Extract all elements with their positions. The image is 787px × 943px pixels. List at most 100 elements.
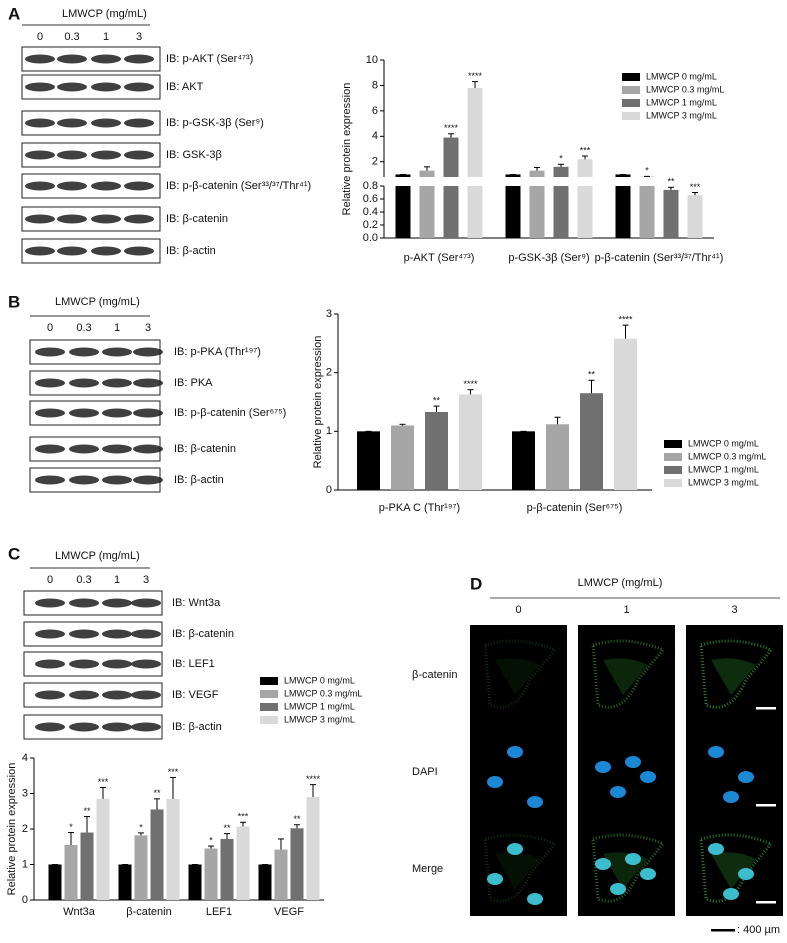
blot-label: IB: β-actin (174, 474, 224, 486)
error-bar (554, 416, 561, 425)
bar-segment (529, 186, 545, 238)
error-bar (208, 845, 214, 849)
bar-segment (614, 338, 637, 490)
x-tick-label: p-β-catenin (Ser³³/³⁷/Thr⁴¹) (595, 252, 724, 264)
bar-segment (663, 189, 679, 238)
blot-band (57, 214, 87, 224)
bar-segment (395, 186, 411, 238)
bar (96, 798, 110, 900)
y-axis-title: Relative protein expression (6, 763, 18, 896)
blot-band (124, 118, 154, 128)
error-bar (170, 777, 176, 799)
significance: **** (444, 123, 459, 133)
bar (150, 809, 164, 900)
blot-band (102, 598, 132, 608)
error-bar (668, 186, 674, 190)
blot-band (124, 246, 154, 256)
nucleus (595, 761, 611, 773)
blot-band (133, 444, 163, 454)
micrograph (470, 819, 567, 916)
bar (391, 425, 414, 490)
blot-label: IB: LEF1 (172, 658, 215, 670)
bar (419, 170, 435, 238)
blot-band (124, 214, 154, 224)
bar (546, 424, 569, 490)
error-bar (433, 405, 440, 412)
blot-band (25, 118, 55, 128)
nucleus (625, 853, 641, 865)
bar-segment (577, 159, 593, 177)
blot-band (69, 598, 99, 608)
blot-label: IB: p-PKA (Thr¹⁹⁷) (174, 346, 261, 358)
blot-label: IB: GSK-3β (166, 149, 222, 161)
dose-label: 1 (114, 574, 120, 586)
dose-label: 0.3 (76, 322, 91, 334)
blot-band (91, 214, 121, 224)
dose-label: 0 (515, 604, 521, 616)
blot-label: IB: VEGF (172, 689, 219, 701)
legend-label: LMWCP 0.3 mg/mL (646, 84, 724, 94)
bar-segment (443, 186, 459, 238)
blot-band (69, 408, 99, 418)
bar (577, 159, 593, 238)
blot-band (57, 54, 87, 64)
error-bar (100, 786, 106, 799)
y-tick-label: 0.0 (363, 232, 378, 244)
bar (443, 137, 459, 238)
blot-band (91, 150, 121, 160)
significance: * (645, 166, 649, 176)
x-tick-label: p-β-catenin (Ser⁶⁷⁵) (527, 502, 623, 514)
blot-band (102, 347, 132, 357)
significance: ** (83, 806, 91, 816)
bar-segment (553, 186, 569, 238)
blot-band (69, 347, 99, 357)
error-bar (472, 81, 478, 88)
y-tick-label: 3 (326, 308, 332, 320)
bar (580, 393, 603, 490)
blot-header: LMWCP (mg/mL) (55, 550, 140, 562)
legend-label: LMWCP 0 mg/mL (688, 438, 759, 448)
blot-band (124, 181, 154, 191)
blot-label: IB: β-catenin (172, 628, 234, 640)
micrograph (578, 722, 675, 819)
bar-segment (546, 424, 569, 490)
blot-band (69, 722, 99, 732)
error-bar (448, 133, 454, 138)
bar (306, 797, 320, 900)
nucleus (723, 888, 739, 900)
legend-label: LMWCP 3 mg/mL (284, 714, 355, 724)
blot-band (91, 118, 121, 128)
cell-signal (495, 852, 540, 889)
y-tick-label: 1 (22, 858, 28, 870)
bar-segment (687, 195, 703, 238)
error-bar (588, 379, 595, 394)
blot-band (131, 629, 161, 639)
bar (615, 174, 631, 238)
significance: *** (168, 767, 179, 777)
blot-band (124, 150, 154, 160)
blot-label: IB: Wnt3a (172, 597, 221, 609)
y-tick-label: 2 (22, 823, 28, 835)
significance: ** (153, 788, 161, 798)
blot-band (131, 598, 161, 608)
y-tick-label: 2 (372, 156, 378, 168)
bar-segment (467, 186, 483, 238)
bar-segment (419, 186, 435, 238)
y-tick-label: 4 (372, 130, 378, 142)
legend-swatch (622, 99, 640, 107)
nucleus (595, 858, 611, 870)
bar-segment (639, 186, 655, 238)
scale-bar (756, 804, 776, 807)
significance: **** (468, 71, 483, 81)
blot-band (25, 181, 55, 191)
bar (64, 844, 78, 900)
blot-band (25, 150, 55, 160)
error-bar (154, 798, 160, 810)
legend-swatch (664, 440, 682, 448)
blot-band (57, 82, 87, 92)
significance: ** (588, 370, 596, 380)
bar-segment (64, 844, 78, 900)
error-bar (582, 155, 588, 160)
error-bar (68, 832, 74, 845)
y-tick-label: 0.4 (363, 206, 378, 218)
